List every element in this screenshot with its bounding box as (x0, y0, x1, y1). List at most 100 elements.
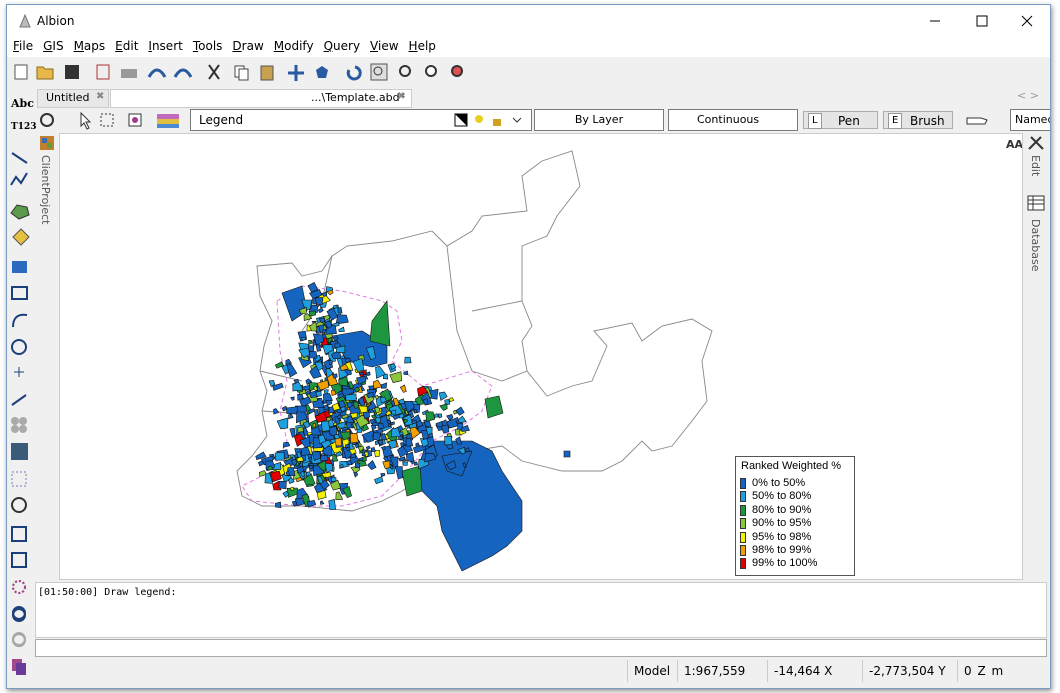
select-tools[interactable] (37, 110, 182, 130)
zone (377, 439, 384, 446)
zone (285, 406, 298, 415)
line-type-combo[interactable]: Continuous (668, 109, 798, 131)
zone (415, 442, 421, 447)
named-combo[interactable]: Named (1010, 109, 1051, 131)
menu-item[interactable]: Edit (115, 39, 139, 53)
zone (258, 460, 265, 467)
zone (311, 451, 321, 461)
brush-button[interactable]: E Brush (883, 111, 953, 129)
panel-tab[interactable]: Edit (1029, 155, 1042, 177)
zone (449, 397, 455, 403)
menu-item[interactable]: Maps (73, 39, 106, 53)
panel-tab[interactable]: Database (1029, 219, 1042, 272)
zone (309, 320, 319, 332)
hand-icon[interactable] (965, 113, 991, 127)
menu-item[interactable]: Tools (192, 39, 223, 53)
zone (258, 470, 268, 477)
zone (276, 417, 289, 430)
right-panel: Edit Database (1023, 133, 1050, 580)
zone (331, 373, 338, 379)
legend-label: 98% to 99% (752, 543, 812, 556)
menu-item[interactable]: Help (408, 39, 436, 53)
menu-item[interactable]: View (370, 39, 399, 53)
panel-tab[interactable]: ClientProject (39, 155, 52, 225)
zone (319, 454, 329, 462)
zone (361, 430, 374, 443)
zone (357, 445, 365, 452)
zone (365, 445, 371, 451)
zone (416, 440, 523, 572)
zone (354, 386, 361, 393)
zone (309, 365, 322, 379)
zone (346, 415, 355, 424)
pen-style-combo[interactable]: By Layer (534, 109, 664, 131)
zone (296, 455, 305, 463)
zone (444, 398, 451, 406)
window-title: Albion (37, 14, 75, 28)
tab[interactable]: Untitled ✖ (37, 89, 109, 108)
zone (385, 410, 393, 416)
study-boundary (241, 285, 493, 507)
tab-close[interactable]: ✖ (397, 91, 406, 102)
mode: Model (634, 664, 671, 678)
zone (439, 403, 448, 411)
font-size-button[interactable]: AA (1006, 138, 1023, 151)
zone (303, 473, 316, 486)
zone (308, 339, 313, 345)
menu-item[interactable]: Modify (273, 39, 314, 53)
zone (335, 491, 344, 501)
zone (282, 441, 291, 448)
named-label: Named (1015, 113, 1051, 126)
zone (314, 297, 324, 306)
zone (363, 451, 369, 458)
zone (285, 470, 291, 476)
zone (455, 436, 462, 445)
zone (413, 461, 419, 466)
text-tool[interactable]: Abc (11, 97, 34, 110)
zone (290, 458, 298, 466)
tab[interactable]: ...\Template.abd* ✖ (110, 89, 412, 108)
menu-item[interactable]: Query (323, 39, 361, 53)
zone (324, 321, 333, 329)
zone (289, 486, 295, 491)
window-controls[interactable] (922, 13, 1042, 29)
zone (270, 470, 282, 483)
zone (444, 435, 453, 446)
menu-item[interactable]: Draw (232, 39, 264, 53)
command-input[interactable] (35, 639, 1047, 657)
map-canvas (236, 150, 713, 572)
zone (340, 363, 349, 372)
zone (314, 361, 324, 372)
menu-item[interactable]: GIS (43, 39, 64, 53)
zone (380, 396, 388, 404)
zone (457, 415, 467, 424)
zone (352, 358, 365, 372)
layer-combo[interactable]: Legend (190, 109, 532, 131)
zone (255, 451, 267, 460)
zone (403, 370, 409, 376)
zone (285, 358, 292, 365)
zone (435, 420, 443, 428)
zone (465, 447, 470, 453)
database-icon (1027, 195, 1045, 211)
zone (302, 420, 311, 429)
pen-button[interactable]: L Pen (803, 111, 878, 129)
legend-swatch (740, 504, 746, 516)
zone (312, 397, 325, 408)
main-toolbar[interactable] (7, 57, 1050, 87)
zone (353, 472, 359, 478)
zone (332, 304, 338, 310)
map-view[interactable]: AA Ranked Weighted % 0% to 50% 50% to 80 (59, 133, 1023, 580)
menu-item[interactable]: Insert (148, 39, 183, 53)
tab-scroll[interactable]: < > (1017, 89, 1039, 102)
bottom-tools[interactable] (7, 575, 33, 675)
zone (403, 418, 408, 424)
menu-item[interactable]: File (13, 39, 34, 53)
zone (298, 307, 307, 315)
zone (316, 379, 330, 391)
numbered-text-tool[interactable]: T123 (11, 122, 37, 132)
title-bar: Albion (7, 5, 1050, 37)
tab-close[interactable]: ✖ (96, 91, 105, 102)
zone (323, 389, 329, 394)
